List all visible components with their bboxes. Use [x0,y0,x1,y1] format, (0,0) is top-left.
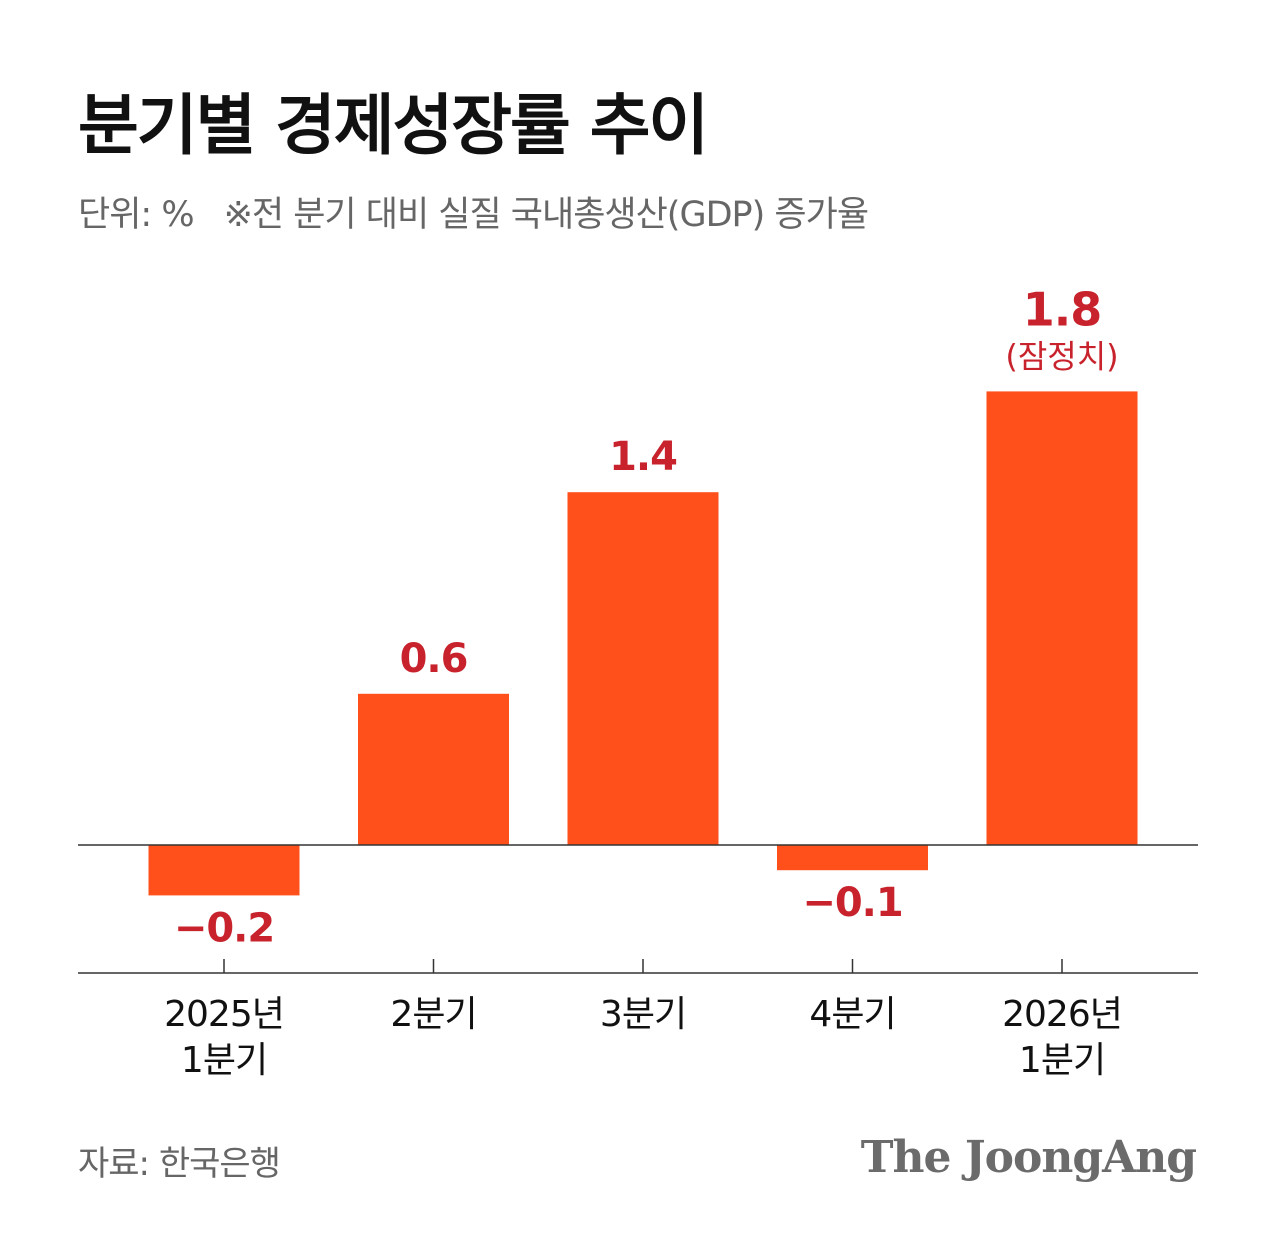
bar-5 [986,391,1138,845]
category-label-1-line-1: 2025년 [164,994,284,1035]
bar-2 [358,693,509,845]
value-label-4: −0.1 [802,880,902,926]
value-label-3: 1.4 [609,434,677,480]
category-label-5-line-1: 2026년 [1002,994,1122,1035]
value-label-2: 0.6 [400,636,468,682]
category-label-5-line-2: 1분기 [1019,1040,1105,1081]
publisher-logo: The JoongAng [860,1132,1197,1183]
definition-note: ※전 분기 대비 실질 국내총생산(GDP) 증가율 [223,195,869,235]
value-note-5: (잠정치) [1005,337,1118,375]
chart-subtitle: 단위: % ※전 분기 대비 실질 국내총생산(GDP) 증가율 [78,186,869,237]
value-label-5: 1.8 [1023,282,1102,336]
bar-1 [148,845,300,896]
bar-4 [777,845,928,871]
chart-title: 분기별 경제성장률 추이 [78,87,709,164]
source-label: 자료: 한국은행 [78,1144,281,1184]
value-label-1: −0.2 [174,905,274,951]
category-label-4-line-1: 4분기 [809,994,895,1035]
category-label-1-line-2: 1분기 [181,1040,267,1081]
bar-3 [567,492,719,845]
category-label-2-line-1: 2분기 [390,994,476,1035]
category-label-3-line-1: 3분기 [600,994,686,1035]
unit-label: 단위: % [78,195,195,235]
